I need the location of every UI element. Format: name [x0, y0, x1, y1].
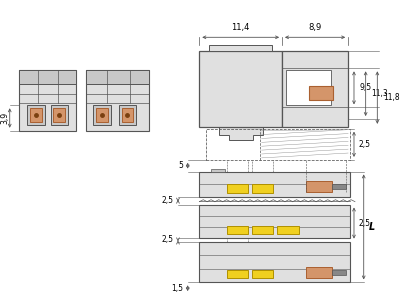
- Bar: [86, 70, 149, 131]
- Text: 11,4: 11,4: [232, 23, 250, 32]
- Bar: [211, 168, 225, 172]
- Bar: [277, 226, 298, 234]
- Bar: [199, 172, 350, 197]
- Text: 2,5: 2,5: [359, 219, 371, 228]
- Bar: [20, 70, 76, 84]
- Bar: [226, 226, 248, 234]
- Bar: [226, 184, 248, 193]
- Text: 11,8: 11,8: [383, 93, 400, 102]
- Text: 8,9: 8,9: [308, 23, 322, 32]
- Bar: [93, 105, 111, 125]
- Text: 2,5: 2,5: [359, 140, 371, 149]
- Bar: [54, 108, 65, 122]
- Text: 2,5: 2,5: [161, 196, 173, 205]
- Bar: [199, 205, 350, 238]
- Bar: [199, 51, 282, 127]
- Bar: [86, 70, 149, 84]
- Bar: [252, 226, 273, 234]
- Bar: [199, 241, 350, 282]
- Bar: [309, 86, 332, 99]
- Bar: [20, 70, 76, 131]
- Bar: [332, 270, 346, 275]
- Text: 9,5: 9,5: [360, 83, 372, 92]
- Text: 1,5: 1,5: [171, 284, 183, 293]
- Bar: [96, 108, 108, 122]
- Bar: [50, 105, 68, 125]
- Bar: [252, 184, 273, 193]
- Bar: [27, 105, 45, 125]
- Bar: [119, 105, 136, 125]
- Bar: [206, 129, 350, 160]
- Bar: [306, 267, 332, 278]
- Bar: [252, 270, 273, 278]
- Polygon shape: [219, 127, 262, 140]
- Bar: [209, 45, 272, 51]
- Bar: [30, 108, 42, 122]
- Text: L: L: [368, 222, 375, 232]
- Bar: [332, 184, 346, 189]
- Bar: [286, 70, 331, 105]
- Bar: [282, 51, 348, 127]
- Bar: [306, 181, 332, 192]
- Text: 3,9: 3,9: [0, 112, 9, 124]
- Text: 5: 5: [178, 161, 183, 170]
- Bar: [122, 108, 133, 122]
- Text: 2,5: 2,5: [161, 235, 173, 244]
- Bar: [226, 270, 248, 278]
- Text: 11,3: 11,3: [372, 89, 388, 98]
